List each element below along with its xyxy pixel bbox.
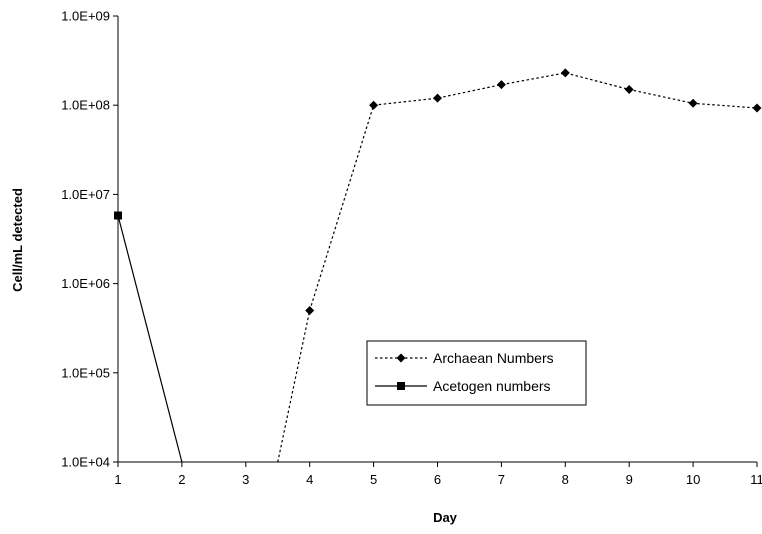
data-point [560,68,570,78]
data-point [624,84,634,94]
data-point [688,98,698,108]
x-tick-label: 3 [242,472,249,487]
series-line-archaean-numbers [277,72,758,463]
y-tick-label: 1.0E+05 [61,365,110,380]
x-tick-label: 9 [626,472,633,487]
legend-marker-acetogen-numbers [397,382,405,390]
x-tick-label: 6 [434,472,441,487]
y-tick-label: 1.0E+07 [61,187,110,202]
x-tick-label: 1 [114,472,121,487]
legend-marker-archaean-numbers [396,353,406,363]
data-point [433,93,442,103]
legend-box [366,340,587,406]
legend-label-archaean-numbers: Archaean Numbers [433,350,554,366]
x-tick-label: 10 [686,472,700,487]
legend: Archaean Numbers Acetogen numbers [366,340,587,406]
y-axis-title: Cell/mL detected [10,188,25,292]
data-point [369,100,379,110]
x-tick-label: 4 [306,472,313,487]
data-point [114,211,122,220]
data-point [752,103,762,113]
series-layer [114,68,762,463]
data-point [496,80,506,90]
series-archaean-numbers [277,68,762,463]
data-point [305,305,315,315]
x-tick-label: 5 [370,472,377,487]
x-tick-label: 11 [750,472,762,487]
series-acetogen-numbers [114,211,183,463]
x-axis-title: Day [433,510,458,525]
x-tick-label: 7 [498,472,505,487]
y-tick-label: 1.0E+06 [61,276,110,291]
x-tick-label: 2 [178,472,185,487]
y-tick-label: 1.0E+04 [61,455,110,470]
y-tick-label: 1.0E+09 [61,9,110,24]
y-tick-label: 1.0E+08 [61,98,110,113]
legend-label-acetogen-numbers: Acetogen numbers [433,378,551,394]
axes: 1.0E+04 1.0E+05 1.0E+06 1.0E+07 1.0E+08 1.0E+… [61,9,762,488]
x-tick-label: 8 [562,472,569,487]
series-line-acetogen-numbers [117,215,183,463]
